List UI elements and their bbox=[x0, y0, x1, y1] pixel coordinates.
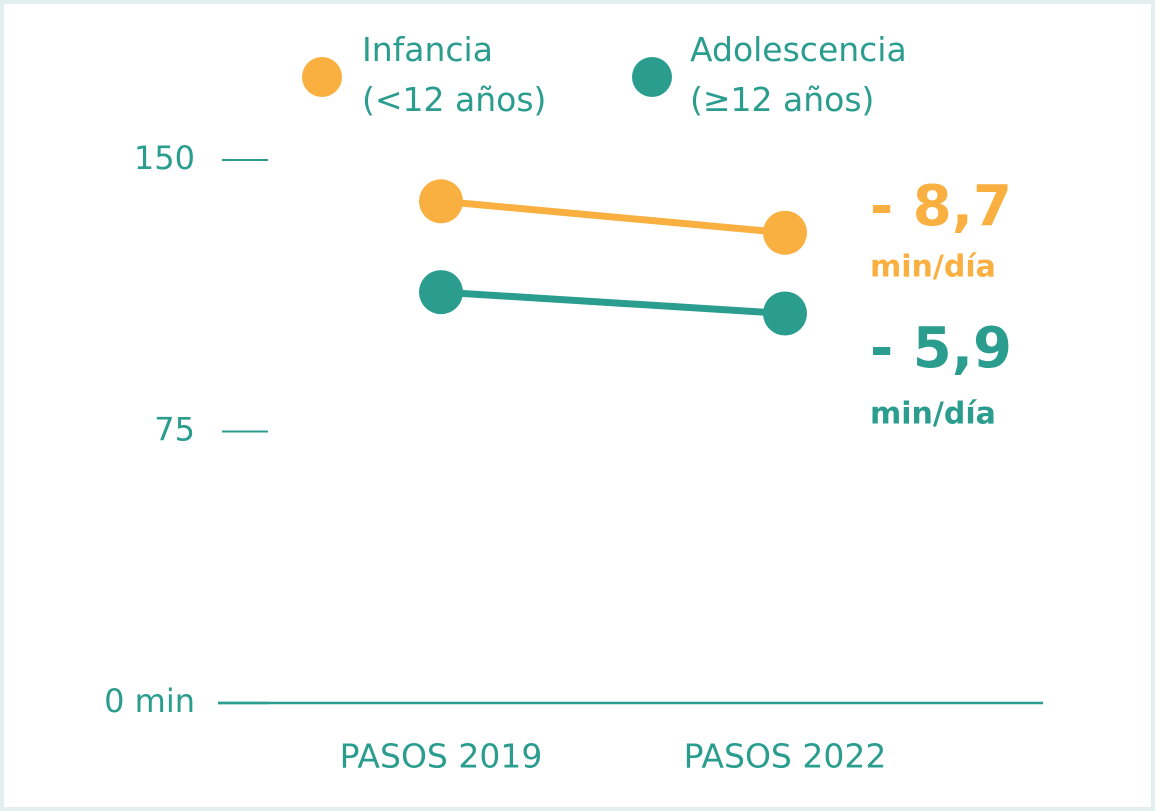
point bbox=[763, 291, 807, 336]
legend-marker bbox=[632, 57, 672, 97]
legend-label: Infancia (<12 años) bbox=[362, 30, 547, 119]
y-tick-label: 150 bbox=[134, 139, 195, 177]
y-tick-label: 0 min bbox=[104, 682, 195, 720]
x-tick-label: PASOS 2019 bbox=[340, 737, 543, 776]
line bbox=[440, 288, 786, 317]
point bbox=[763, 210, 807, 255]
annotation: - 5,9 bbox=[870, 316, 1012, 381]
annotation-unit: min/día bbox=[870, 397, 996, 432]
legend-label: Adolescencia (≥12 años) bbox=[690, 30, 907, 119]
y-tick-label: 75 bbox=[154, 411, 195, 449]
line bbox=[440, 197, 786, 237]
annotation: - 8,7 bbox=[870, 174, 1012, 239]
legend-marker bbox=[302, 57, 342, 97]
point bbox=[419, 179, 463, 224]
point bbox=[419, 270, 463, 315]
x-tick-label: PASOS 2022 bbox=[684, 737, 887, 776]
annotation-unit: min/día bbox=[870, 250, 996, 285]
